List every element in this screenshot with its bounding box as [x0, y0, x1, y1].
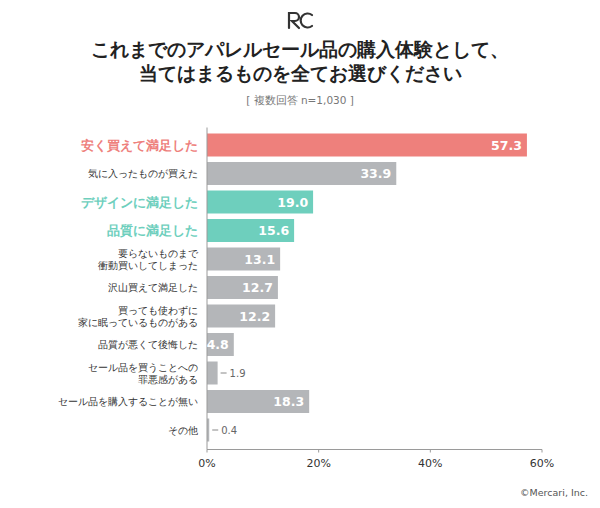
category-label: 品質が悪くて後悔した [98, 339, 198, 350]
data-label: 13.1 [244, 252, 275, 267]
x-axis-line [207, 449, 542, 450]
chart-container: これまでのアパレルセール品の購入体験として、当てはまるものを全てお選びください [… [0, 0, 600, 508]
bars [207, 134, 527, 442]
category-label-line: 家に眠っているものがある [78, 317, 198, 328]
category-label: その他 [168, 425, 198, 436]
category-label-line: セール品を購入することが無い [58, 396, 198, 407]
x-tick [542, 450, 543, 453]
category-label-line: 気に入ったものが買えた [88, 168, 198, 179]
category-label: セール品を買うことへの罪悪感がある [88, 362, 198, 385]
logo-c [301, 14, 312, 28]
category-label-line: その他 [168, 425, 198, 436]
category-label: デザインに満足した [81, 195, 198, 210]
y-axis-line [207, 128, 208, 450]
category-label: 要らないものまで衝動買いしてしまった [98, 248, 199, 271]
category-label-line: 買っても使わずに [118, 305, 198, 317]
bar [207, 390, 309, 413]
x-tick [318, 450, 319, 453]
category-label: 買っても使わずに家に眠っているものがある [78, 305, 198, 328]
title: これまでのアパレルセール品の購入体験として、当てはまるものを全てお選びください [91, 39, 509, 84]
category-label-line: 沢山買えて満足した [108, 282, 198, 293]
logo [289, 13, 312, 28]
bar [207, 219, 294, 242]
category-label-line: 安く買えて満足した [81, 138, 198, 153]
x-tick-label: 40% [418, 457, 442, 470]
x-tick-label: 60% [530, 457, 554, 470]
x-tick [430, 450, 431, 453]
title-line: これまでのアパレルセール品の購入体験として、 [91, 39, 509, 60]
bar [207, 134, 527, 157]
category-label-line: 品質が悪くて後悔した [98, 339, 198, 350]
category-label-line: デザインに満足した [81, 195, 198, 210]
category-label-line: 品質に満足した [107, 223, 198, 238]
x-tick [207, 450, 208, 453]
data-label-leader [221, 373, 227, 374]
title-line: 当てはまるものを全てお選びください [139, 63, 462, 84]
data-label-leader [212, 430, 218, 431]
category-label: 沢山買えて満足した [108, 282, 198, 293]
data-label: 15.6 [258, 223, 289, 238]
data-label: 1.9 [230, 368, 246, 379]
data-label: 57.3 [491, 138, 522, 153]
data-label: 33.9 [360, 166, 391, 181]
bar [207, 191, 313, 214]
bar [207, 248, 280, 271]
bar [207, 333, 234, 356]
data-label: 4.8 [207, 337, 229, 352]
bar [207, 276, 278, 299]
category-label-line: 衝動買いしてしまった [98, 260, 198, 271]
data-label: 0.4 [221, 425, 237, 436]
category-label: 安く買えて満足した [81, 138, 198, 153]
category-label: 品質に満足した [107, 223, 198, 238]
bar [207, 362, 218, 385]
copyright: ©Mercari, Inc. [520, 487, 588, 498]
subtitle: [ 複数回答 n=1,030 ] [246, 94, 354, 106]
bar [207, 162, 396, 185]
data-label: 12.7 [242, 280, 273, 295]
data-label: 18.3 [273, 394, 304, 409]
x-tick-label: 20% [306, 457, 330, 470]
logo-r [289, 13, 299, 28]
x-tick-label: 0% [198, 457, 215, 470]
data-label: 12.2 [239, 309, 270, 324]
data-label: 19.0 [277, 195, 308, 210]
category-label-line: 要らないものまで [118, 248, 199, 259]
category-label: 気に入ったものが買えた [88, 168, 198, 179]
chart-svg: これまでのアパレルセール品の購入体験として、当てはまるものを全てお選びください [… [0, 0, 600, 508]
category-label-line: 罪悪感がある [138, 374, 198, 385]
category-label-line: セール品を買うことへの [88, 362, 198, 373]
bar [207, 305, 275, 328]
category-label: セール品を購入することが無い [58, 396, 198, 407]
